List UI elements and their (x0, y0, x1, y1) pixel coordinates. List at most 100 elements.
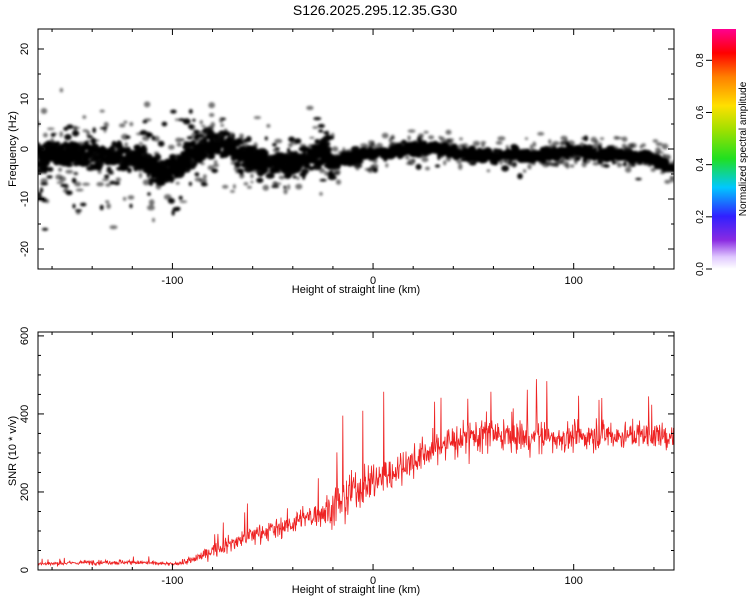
spectrogram-cell (280, 165, 287, 172)
spectrogram-cell (73, 150, 79, 158)
spectrogram-cell (48, 146, 58, 151)
spectrogram-cell (59, 131, 63, 138)
spectrogram-cell (662, 162, 668, 167)
snr-x-tick-label: 100 (565, 575, 583, 587)
spectrogram-cell (592, 161, 600, 166)
spectrogram-cell (505, 145, 509, 149)
spectrogram-cell (154, 153, 162, 161)
spectrogram-cell (401, 139, 407, 144)
spectrogram-cell (623, 146, 631, 151)
spectrogram-cell (652, 139, 659, 143)
spectrogram-cell (523, 155, 532, 163)
snr-series-line (38, 379, 674, 567)
spectrogram-cell (376, 142, 383, 149)
spectrogram-cell (538, 150, 548, 155)
spectrogram-cell (230, 190, 235, 193)
spectrogram-cell (532, 154, 540, 162)
spectrogram-cell (212, 145, 221, 152)
spectrogram-cell (630, 163, 636, 167)
spectrogram-cell (565, 146, 571, 153)
spectrogram-cell (46, 175, 53, 179)
spectrogram-cell (186, 143, 196, 148)
spectrogram-cell (77, 141, 85, 144)
spectrogram-cell (405, 155, 410, 160)
spectrogram-cell (481, 152, 489, 159)
spectrogram-cell (199, 178, 208, 184)
spectrogram-cell (629, 142, 637, 149)
spectrogram-cells (38, 88, 674, 231)
spectrogram-cell (168, 144, 175, 150)
spectrogram-cell (331, 146, 339, 152)
spectrogram-cell (126, 146, 131, 152)
spectrogram-cell (501, 165, 509, 172)
spectrogram-cell (174, 118, 179, 121)
spectrogram-cell (162, 161, 172, 168)
spectrogram-cell (314, 139, 321, 144)
spectrogram-cell (245, 163, 254, 168)
spectrogram-cell (372, 149, 382, 154)
spectrogram-cell (320, 141, 328, 148)
spectrogram-cell (656, 157, 664, 162)
spectrogram-cell (101, 178, 110, 182)
spectrogram-cell (146, 132, 152, 138)
spectrogram-cell (529, 144, 534, 151)
spectrogram-cell (235, 138, 243, 145)
spectrogram-cell (66, 157, 76, 163)
spectrogram-cell (407, 135, 411, 141)
spectrogram-cell (421, 157, 429, 163)
spectrogram-cell (559, 150, 564, 157)
spectrogram-cell (653, 161, 662, 166)
spectrogram-cell (193, 129, 200, 134)
spectrogram-cell (125, 135, 131, 139)
spectrogram-cell (330, 160, 336, 168)
spectrogram-cell (641, 143, 646, 148)
spectrogram-cell (335, 179, 342, 185)
spectrogram-x-tick-label: -100 (161, 275, 183, 287)
spectrogram-cell (65, 163, 73, 168)
spectrogram-cell (301, 145, 308, 153)
spectrogram-cell (250, 180, 254, 184)
spectrogram-cell (299, 172, 307, 177)
spectrogram-cell (613, 136, 619, 140)
spectrogram-cell (286, 147, 291, 154)
spectrogram-cell (96, 149, 103, 154)
spectrogram-cell (106, 169, 114, 173)
colorbar-ticks: 0.0 0.2 0.4 0.6 0.8 (695, 53, 712, 276)
spectrogram-cell (131, 155, 138, 161)
spectrogram-cell (575, 156, 581, 161)
spectrogram-cell (210, 121, 216, 128)
spectrogram-cell (184, 161, 193, 169)
spectrogram-cell (83, 141, 89, 145)
snr-x-tick-label: 0 (370, 575, 376, 587)
spectrogram-cell (480, 141, 487, 144)
spectrogram-cell (219, 139, 229, 144)
spectrogram-cell (443, 150, 453, 155)
spectrogram-cell (42, 149, 50, 155)
spectrogram-cell (454, 149, 460, 154)
spectrogram-cell (273, 163, 278, 170)
snr-frame (37, 331, 675, 571)
spectrogram-cell (304, 161, 310, 169)
spectrogram-cell (328, 170, 334, 177)
spectrogram-y-axis-title: Frequency (Hz) (7, 111, 19, 187)
spectrogram-cell (178, 195, 183, 200)
spectrogram-cell (512, 162, 516, 168)
spectrogram-cell (200, 162, 205, 166)
spectrogram-cell (385, 163, 389, 168)
spectrogram-cell (144, 153, 153, 159)
spectrogram-cell (669, 176, 674, 183)
spectrogram-cell (50, 155, 57, 161)
spectrogram-cell (333, 169, 341, 175)
spectrogram-cell (115, 177, 122, 182)
spectrogram-cell (423, 130, 429, 134)
spectrogram-cell (428, 135, 435, 140)
spectrogram-x-axis-title: Height of straight line (km) (292, 284, 420, 296)
spectrogram-cell (559, 141, 566, 147)
spectrogram-cell (142, 120, 148, 124)
spectrogram-cell (569, 164, 575, 168)
spectrogram-cell (105, 183, 111, 187)
spectrogram-cell (380, 154, 385, 159)
spectrogram-cell (265, 173, 275, 179)
spectrogram-cell (655, 147, 661, 154)
colorbar-tick-label: 0.0 (695, 262, 706, 276)
